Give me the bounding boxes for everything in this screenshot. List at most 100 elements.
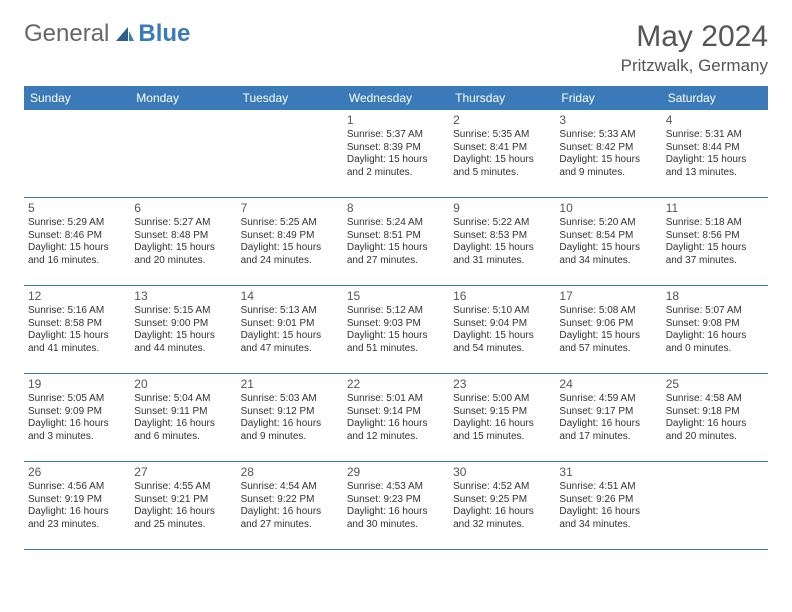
sunrise: Sunrise: 5:22 AM: [453, 217, 551, 230]
daylight: Daylight: 16 hours and 3 minutes.: [28, 418, 126, 443]
daylight: Daylight: 16 hours and 0 minutes.: [666, 330, 764, 355]
day-number: 28: [241, 465, 339, 479]
calendar-cell: 14Sunrise: 5:13 AMSunset: 9:01 PMDayligh…: [237, 286, 343, 374]
calendar-cell: 1 Sunrise: 5:37 AMSunset: 8:39 PMDaylight…: [343, 110, 449, 198]
day-number: 27: [134, 465, 232, 479]
day-number: 15: [347, 289, 445, 303]
sunrise: Sunrise: 5:31 AM: [666, 129, 764, 142]
sunrise: Sunrise: 5:24 AM: [347, 217, 445, 230]
sunset: Sunset: 9:19 PM: [28, 494, 126, 507]
sunrise: Sunrise: 5:20 AM: [559, 217, 657, 230]
sunrise: Sunrise: 5:04 AM: [134, 393, 232, 406]
daylight: Daylight: 15 hours and 31 minutes.: [453, 242, 551, 267]
day-info: Sunrise: 5:00 AMSunset: 9:15 PMDaylight:…: [453, 393, 551, 443]
calendar: SundayMondayTuesdayWednesdayThursdayFrid…: [24, 86, 768, 550]
weekday-header: Saturday: [662, 86, 768, 110]
calendar-cell: 15Sunrise: 5:12 AMSunset: 9:03 PMDayligh…: [343, 286, 449, 374]
sunset: Sunset: 8:48 PM: [134, 230, 232, 243]
calendar-cell: [24, 110, 130, 198]
sunset: Sunset: 9:22 PM: [241, 494, 339, 507]
calendar-cell: 22Sunrise: 5:01 AMSunset: 9:14 PMDayligh…: [343, 374, 449, 462]
daylight: Daylight: 16 hours and 12 minutes.: [347, 418, 445, 443]
sunrise: Sunrise: 5:08 AM: [559, 305, 657, 318]
day-number: 16: [453, 289, 551, 303]
sunset: Sunset: 9:06 PM: [559, 318, 657, 331]
daylight: Daylight: 15 hours and 27 minutes.: [347, 242, 445, 267]
day-info: Sunrise: 5:35 AMSunset: 8:41 PMDaylight:…: [453, 129, 551, 179]
day-info: Sunrise: 4:54 AMSunset: 9:22 PMDaylight:…: [241, 481, 339, 531]
daylight: Daylight: 16 hours and 25 minutes.: [134, 506, 232, 531]
sunrise: Sunrise: 5:05 AM: [28, 393, 126, 406]
calendar-cell: 2Sunrise: 5:35 AMSunset: 8:41 PMDaylight…: [449, 110, 555, 198]
daylight: Daylight: 15 hours and 20 minutes.: [134, 242, 232, 267]
day-number: 14: [241, 289, 339, 303]
day-info: Sunrise: 4:52 AMSunset: 9:25 PMDaylight:…: [453, 481, 551, 531]
day-number: 4: [666, 113, 764, 127]
sunrise: Sunrise: 4:54 AM: [241, 481, 339, 494]
calendar-cell: [662, 462, 768, 550]
sunrise: Sunrise: 5:27 AM: [134, 217, 232, 230]
day-info: Sunrise: 5:01 AMSunset: 9:14 PMDaylight:…: [347, 393, 445, 443]
daylight: Daylight: 16 hours and 9 minutes.: [241, 418, 339, 443]
calendar-cell: [237, 110, 343, 198]
calendar-row: 5Sunrise: 5:29 AMSunset: 8:46 PMDaylight…: [24, 198, 768, 286]
sunset: Sunset: 9:04 PM: [453, 318, 551, 331]
calendar-row: 12Sunrise: 5:16 AMSunset: 8:58 PMDayligh…: [24, 286, 768, 374]
day-info: Sunrise: 4:51 AMSunset: 9:26 PMDaylight:…: [559, 481, 657, 531]
daylight: Daylight: 15 hours and 37 minutes.: [666, 242, 764, 267]
calendar-cell: 4Sunrise: 5:31 AMSunset: 8:44 PMDaylight…: [662, 110, 768, 198]
sunrise: Sunrise: 4:51 AM: [559, 481, 657, 494]
sunset: Sunset: 9:09 PM: [28, 406, 126, 419]
sunset: Sunset: 8:42 PM: [559, 142, 657, 155]
day-info: Sunrise: 4:58 AMSunset: 9:18 PMDaylight:…: [666, 393, 764, 443]
daylight: Daylight: 16 hours and 27 minutes.: [241, 506, 339, 531]
day-info: Sunrise: 5:24 AMSunset: 8:51 PMDaylight:…: [347, 217, 445, 267]
day-info: Sunrise: 5:33 AMSunset: 8:42 PMDaylight:…: [559, 129, 657, 179]
weekday-header: Friday: [555, 86, 661, 110]
sunset: Sunset: 8:54 PM: [559, 230, 657, 243]
day-number: 3: [559, 113, 657, 127]
calendar-cell: 6 Sunrise: 5:27 AMSunset: 8:48 PMDaylight…: [130, 198, 236, 286]
day-number: 7: [241, 201, 339, 215]
sunrise: Sunrise: 5:15 AM: [134, 305, 232, 318]
sunset: Sunset: 9:11 PM: [134, 406, 232, 419]
day-info: Sunrise: 5:37 AMSunset: 8:39 PMDaylight:…: [347, 129, 445, 179]
calendar-cell: 5Sunrise: 5:29 AMSunset: 8:46 PMDaylight…: [24, 198, 130, 286]
calendar-cell: 11Sunrise: 5:18 AMSunset: 8:56 PMDayligh…: [662, 198, 768, 286]
sunrise: Sunrise: 5:25 AM: [241, 217, 339, 230]
daylight: Daylight: 15 hours and 9 minutes.: [559, 154, 657, 179]
logo-text-1: General: [24, 20, 109, 48]
calendar-cell: 24Sunrise: 4:59 AMSunset: 9:17 PMDayligh…: [555, 374, 661, 462]
day-info: Sunrise: 5:10 AMSunset: 9:04 PMDaylight:…: [453, 305, 551, 355]
sunset: Sunset: 8:51 PM: [347, 230, 445, 243]
daylight: Daylight: 16 hours and 34 minutes.: [559, 506, 657, 531]
daylight: Daylight: 16 hours and 17 minutes.: [559, 418, 657, 443]
day-info: Sunrise: 5:16 AMSunset: 8:58 PMDaylight:…: [28, 305, 126, 355]
day-number: 18: [666, 289, 764, 303]
daylight: Daylight: 15 hours and 16 minutes.: [28, 242, 126, 267]
weekday-header: Tuesday: [237, 86, 343, 110]
calendar-cell: 8Sunrise: 5:24 AMSunset: 8:51 PMDaylight…: [343, 198, 449, 286]
daylight: Daylight: 16 hours and 30 minutes.: [347, 506, 445, 531]
day-number: 17: [559, 289, 657, 303]
sail-icon: [114, 25, 136, 43]
day-info: Sunrise: 4:53 AMSunset: 9:23 PMDaylight:…: [347, 481, 445, 531]
day-number: 11: [666, 201, 764, 215]
sunrise: Sunrise: 4:52 AM: [453, 481, 551, 494]
sunrise: Sunrise: 5:10 AM: [453, 305, 551, 318]
sunset: Sunset: 9:21 PM: [134, 494, 232, 507]
calendar-cell: 13Sunrise: 5:15 AMSunset: 9:00 PMDayligh…: [130, 286, 236, 374]
sunrise: Sunrise: 4:58 AM: [666, 393, 764, 406]
day-info: Sunrise: 5:29 AMSunset: 8:46 PMDaylight:…: [28, 217, 126, 267]
day-number: 6: [134, 201, 232, 215]
calendar-row: 26Sunrise: 4:56 AMSunset: 9:19 PMDayligh…: [24, 462, 768, 550]
day-number: 9: [453, 201, 551, 215]
weekday-header: Monday: [130, 86, 236, 110]
sunrise: Sunrise: 4:53 AM: [347, 481, 445, 494]
daylight: Daylight: 15 hours and 51 minutes.: [347, 330, 445, 355]
sunrise: Sunrise: 5:01 AM: [347, 393, 445, 406]
calendar-cell: 17Sunrise: 5:08 AMSunset: 9:06 PMDayligh…: [555, 286, 661, 374]
location: Pritzwalk, Germany: [621, 56, 768, 76]
day-number: 1: [347, 113, 445, 127]
day-number: 21: [241, 377, 339, 391]
